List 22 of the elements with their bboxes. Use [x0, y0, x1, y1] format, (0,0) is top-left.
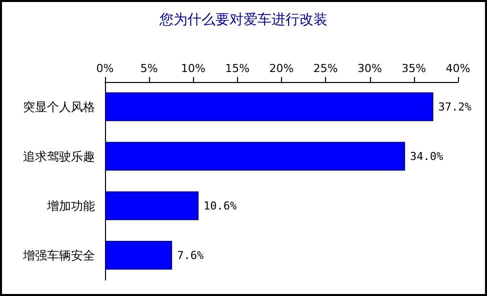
- x-tick-label: 15%: [225, 62, 250, 75]
- x-tick-label: 25%: [313, 62, 338, 75]
- x-tick-label: 30%: [358, 62, 382, 75]
- x-tick-label: 10%: [181, 62, 206, 75]
- bar: [105, 92, 434, 122]
- data-label: 34.0%: [410, 150, 444, 163]
- data-label: 7.6%: [177, 248, 204, 262]
- y-tick-label: 追求驾驶乐趣: [23, 149, 95, 164]
- data-label: 37.2%: [438, 100, 472, 114]
- y-tick-label: 突显个人风格: [23, 100, 95, 114]
- x-tick-label: 5%: [140, 62, 158, 75]
- x-tick-label: 40%: [446, 62, 470, 75]
- x-tick-label: 35%: [402, 62, 426, 75]
- bar: [105, 191, 199, 220]
- y-tick-label: 增强车辆安全: [22, 248, 95, 262]
- x-tick-label: 0%: [96, 62, 114, 75]
- chart-title: 您为什么要对爱车进行改装: [158, 12, 328, 28]
- data-label: 10.6%: [204, 199, 238, 212]
- x-tick-label: 20%: [269, 62, 294, 75]
- bar: [105, 142, 406, 171]
- bar: [105, 240, 172, 270]
- y-tick-label: 增加功能: [46, 198, 95, 213]
